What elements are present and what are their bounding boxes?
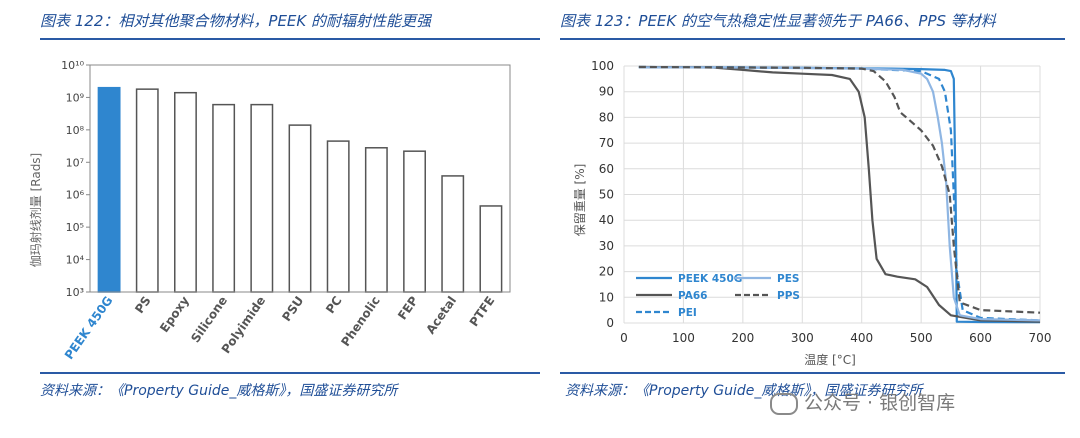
- left-category-label: PTFE: [467, 294, 498, 329]
- left-bar: [288, 124, 312, 293]
- legend-label: PEI: [678, 307, 697, 319]
- right-x-tick-label: 200: [731, 331, 754, 345]
- left-y-tick-label: 10⁷: [66, 156, 84, 169]
- left-y-tick-label: 10³: [66, 286, 84, 299]
- right-y-tick-label: 60: [599, 162, 614, 176]
- left-y-tick-label: 10⁴: [66, 254, 85, 267]
- left-category-label: Acetal: [423, 294, 459, 337]
- right-title-rule: [560, 38, 1065, 40]
- left-plot-frame: [89, 64, 511, 293]
- right-y-tick-label: 100: [591, 59, 614, 73]
- right-y-tick-label: 90: [599, 85, 614, 99]
- left-title-rule: [40, 38, 540, 40]
- right-source-note: 资料来源：《Property Guide_威格斯》，国盛证券研究所: [565, 383, 923, 399]
- left-chart-title: 图表 122：相对其他聚合物材料，PEEK 的耐辐射性能更强: [40, 12, 432, 30]
- right-y-tick-label: 70: [599, 136, 614, 150]
- right-y-tick-label: 20: [599, 265, 614, 279]
- right-y-tick-label: 10: [599, 290, 614, 304]
- left-category-label: PS: [132, 294, 153, 316]
- left-bar: [135, 88, 159, 293]
- left-y-tick-label: 10⁵: [66, 221, 84, 234]
- right-y-tick-label: 0: [606, 316, 614, 330]
- right-y-tick-label: 80: [599, 110, 614, 124]
- watermark-text: 公众号 · 银创智库: [804, 392, 956, 414]
- left-bar: [174, 91, 197, 293]
- left-y-axis-label: 伽玛射线剂量 [Rads]: [28, 153, 43, 267]
- series-line: [638, 65, 1041, 323]
- right-x-tick-label: 600: [969, 331, 992, 345]
- left-chart: 伽玛射线剂量 [Rads] 10³10⁴10⁵10⁶10⁷10⁸10⁹10¹⁰ …: [28, 59, 511, 362]
- right-y-tick-label: 40: [599, 213, 614, 227]
- right-x-tick-label: 500: [910, 331, 933, 345]
- legend-label: PA66: [678, 290, 707, 302]
- right-y-tick-label: 50: [599, 188, 614, 202]
- left-bar: [403, 150, 426, 293]
- left-source-rule: [40, 372, 540, 374]
- left-category-label: PSU: [279, 294, 306, 324]
- right-source-rule: [560, 372, 1065, 374]
- left-category-label: Phenolic: [338, 294, 383, 349]
- legend-label: PES: [777, 273, 799, 285]
- left-category-label: PEEK 450G: [62, 294, 116, 362]
- right-x-tick-label: 0: [620, 331, 628, 345]
- left-bar: [479, 205, 503, 293]
- legend-label: PPS: [777, 290, 800, 302]
- right-chart: 保留重量 [%] 温度 [°C] 0 10 20 30 40 50 60 70 80 90 100 0…: [573, 59, 1052, 367]
- left-y-tick-label: 10¹⁰: [61, 59, 84, 72]
- left-category-label: Epoxy: [157, 294, 192, 335]
- right-x-tick-label: 300: [791, 331, 814, 345]
- series-line: [638, 65, 1041, 314]
- right-x-tick-label: 100: [672, 331, 695, 345]
- left-bar: [212, 103, 236, 293]
- left-source-note: 资料来源：《Property Guide_威格斯》，国盛证券研究所: [40, 383, 398, 399]
- wechat-icon: [770, 392, 798, 415]
- left-bar: [250, 103, 274, 293]
- right-chart-title: 图表 123：PEEK 的空气热稳定性显著领先于 PA66、PPS 等材料: [560, 12, 996, 30]
- legend-label: PEEK 450G: [678, 273, 742, 285]
- left-category-label: FEP: [395, 294, 421, 323]
- left-bar: [364, 147, 388, 293]
- left-bar: [441, 175, 465, 293]
- right-x-tick-label: 700: [1029, 331, 1052, 345]
- right-x-tick-label: 400: [850, 331, 873, 345]
- left-y-tick-label: 10⁹: [66, 91, 84, 104]
- left-y-tick-label: 10⁸: [66, 124, 85, 137]
- right-y-tick-label: 30: [599, 239, 614, 253]
- left-y-tick-label: 10⁶: [66, 189, 85, 202]
- left-bar: [97, 86, 121, 293]
- right-y-axis-label: 保留重量 [%]: [573, 164, 587, 237]
- watermark: 公众号 · 银创智库: [770, 388, 955, 415]
- left-category-label: Silicone: [188, 294, 230, 345]
- left-category-label: PC: [323, 294, 345, 317]
- right-x-axis-label: 温度 [°C]: [804, 352, 856, 367]
- left-bar: [326, 140, 350, 293]
